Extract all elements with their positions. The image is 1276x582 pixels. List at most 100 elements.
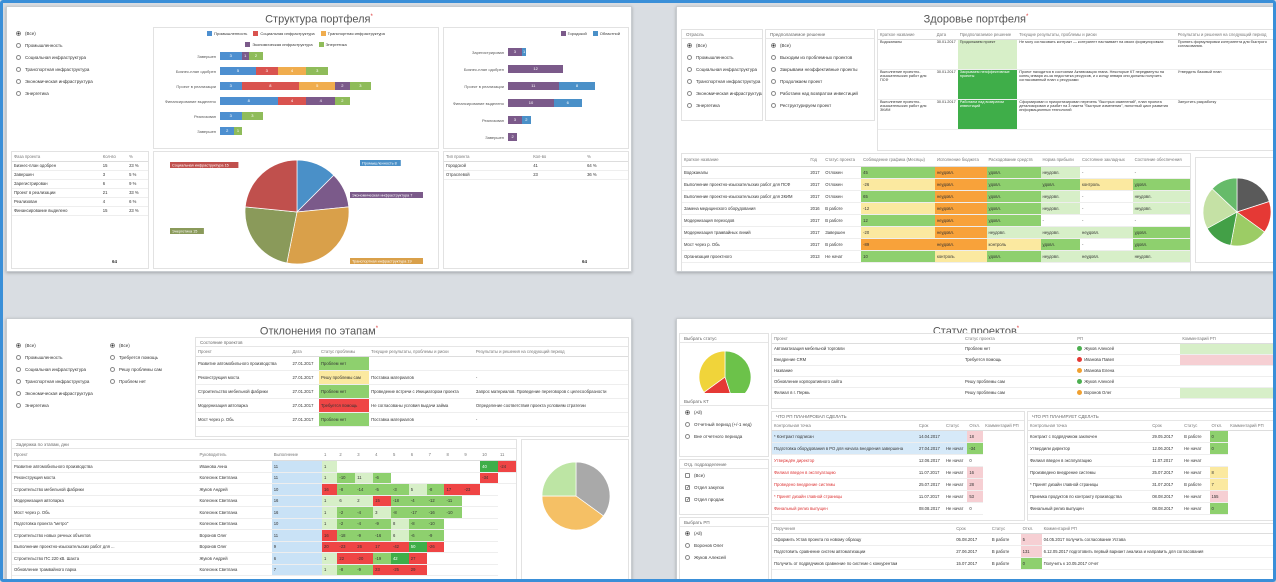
bar-segment[interactable]: 10 xyxy=(508,99,554,107)
radio-icon[interactable] xyxy=(685,554,690,560)
table-row[interactable]: Филиал введен в эксплуатацию 11.07.2017 Не… xyxy=(772,466,1024,479)
pie-slice[interactable] xyxy=(1202,188,1238,229)
filter-option[interactable]: ✓ Отдел закупок xyxy=(680,481,768,493)
table-row[interactable]: Модернизация переходов 2017 В работе 12 неуд… xyxy=(682,214,1190,227)
radio-icon[interactable] xyxy=(16,30,21,36)
filter-option[interactable]: Выходим из проблемных проектов xyxy=(766,51,874,63)
table-row[interactable]: Филиал введен в эксплуатацию 11.07.2017 Не… xyxy=(1028,454,1275,467)
table-row[interactable]: Проект в реализации 21 33 % xyxy=(12,188,148,198)
radio-icon[interactable] xyxy=(687,54,692,60)
filter-option[interactable]: Экономическая инфраструктура xyxy=(11,387,103,399)
table-row[interactable]: Утвердили директор 12.06.2017 Не начат 0 xyxy=(1028,442,1275,455)
radio-icon[interactable] xyxy=(16,366,21,372)
filter-option[interactable]: Вне отчетного периода xyxy=(680,430,768,442)
table-row[interactable]: Выполнение проектно-изыскательских работ… xyxy=(12,541,516,553)
radio-icon[interactable] xyxy=(16,378,21,384)
radio-icon[interactable] xyxy=(16,354,21,360)
checkbox-icon[interactable] xyxy=(685,472,690,478)
table-row[interactable]: Мост через р. Обь 2017 В работе -89 неудовл.… xyxy=(682,238,1190,251)
table-row[interactable]: Реконструкция моста Колесник Светлана 11 1-… xyxy=(12,472,516,484)
table-row[interactable]: Произведено внедрение системы 25.07.2017 Н… xyxy=(1028,466,1275,479)
table-row[interactable]: Подготовка оборудования в РО для начала … xyxy=(772,442,1024,455)
table-row[interactable]: Городской 41 64 % xyxy=(444,161,628,171)
radio-icon[interactable] xyxy=(685,530,690,536)
filter-option[interactable]: Транспортная инфраструктура xyxy=(682,75,762,87)
radio-icon[interactable] xyxy=(771,102,776,108)
filter-option[interactable]: Промышленность xyxy=(11,39,149,51)
bar-segment[interactable]: 4 xyxy=(277,67,307,75)
filter-option[interactable]: Воронов Олег xyxy=(680,539,768,551)
table-row[interactable]: Выполнение проектно-изыскательских работ… xyxy=(878,99,1275,130)
bar-segment[interactable]: 2 xyxy=(248,52,264,60)
checkbox-icon[interactable]: ✓ xyxy=(685,484,691,491)
filter-option[interactable]: Энергетика xyxy=(11,399,103,411)
filter-option[interactable]: (Все) xyxy=(11,27,149,39)
table-row[interactable]: Проведено внедрение системы 25.07.2017 Не … xyxy=(772,478,1024,491)
table-row[interactable]: Отраслевой 23 36 % xyxy=(444,170,628,180)
filter-option[interactable]: (Все) xyxy=(11,339,103,351)
table-row[interactable]: Утверждён директор 12.06.2017 Не начат 0 xyxy=(772,454,1024,467)
table-row[interactable]: Выполнение проектно-изыскательских работ… xyxy=(682,190,1190,203)
bar-segment[interactable]: 8 xyxy=(220,97,278,105)
pie-slice[interactable] xyxy=(541,495,604,531)
table-row[interactable]: Развитие автомобильного производства 27.0… xyxy=(196,356,628,371)
bar-segment[interactable]: 3 xyxy=(349,82,372,90)
filter-option[interactable]: Решу проблемы сам xyxy=(105,363,193,375)
bar-segment[interactable]: 3 xyxy=(220,52,242,60)
radio-icon[interactable] xyxy=(687,66,692,72)
filter-option[interactable]: Экономическая инфраструктура xyxy=(11,75,149,87)
table-row[interactable]: Оформить Устав проекта по новому образцу… xyxy=(772,533,1275,546)
bar-segment[interactable]: 12 xyxy=(508,65,564,73)
radio-icon[interactable] xyxy=(771,42,776,48)
filter-option[interactable]: Энергетика xyxy=(682,99,762,111)
bar-segment[interactable]: 2 xyxy=(335,82,350,90)
radio-icon[interactable] xyxy=(110,378,115,384)
radio-icon[interactable] xyxy=(771,54,776,60)
radio-icon[interactable] xyxy=(16,342,21,348)
radio-icon[interactable] xyxy=(16,78,21,84)
filter-option[interactable]: Жуков Алексей xyxy=(680,551,768,563)
table-row[interactable]: Строительство мебельной фабрики 27.01.201… xyxy=(196,384,628,399)
filter-option[interactable]: Работаем над возвратом инвестиций xyxy=(766,87,874,99)
table-row[interactable]: Реализован 4 6 % xyxy=(12,197,148,207)
table-row[interactable]: * Принят дизайн главной страницы 11.07.20… xyxy=(772,490,1024,503)
bar-segment[interactable]: 2 xyxy=(220,127,235,135)
pie-slice[interactable] xyxy=(698,350,726,393)
filter-option[interactable]: (Все) xyxy=(766,39,874,51)
table-row[interactable]: Получить от подрядчиков сравнение по сис… xyxy=(772,557,1275,570)
table-row[interactable]: Завершен 3 5 % xyxy=(12,170,148,180)
table-row[interactable]: Обновление трамвайного парка Колесник Све… xyxy=(12,564,516,576)
radio-icon[interactable] xyxy=(16,90,21,96)
checkbox-icon[interactable]: ✓ xyxy=(685,496,691,503)
radio-icon[interactable] xyxy=(16,54,21,60)
bar-segment[interactable]: 8 xyxy=(241,82,300,90)
filter-option[interactable]: ✓ Отдел продаж xyxy=(680,493,768,505)
table-row[interactable]: Финансирование выделено 15 23 % xyxy=(12,206,148,216)
filter-option[interactable]: Социальная инфраструктура xyxy=(11,363,103,375)
bar-segment[interactable]: 2 xyxy=(335,97,350,105)
filter-option[interactable]: (Все) xyxy=(105,339,193,351)
bar-segment[interactable]: 11 xyxy=(508,82,559,90)
pie-slice[interactable] xyxy=(244,206,298,264)
table-row[interactable]: * Принят дизайн главной страницы 31.07.20… xyxy=(1028,478,1275,491)
filter-option[interactable]: Социальная инфраструктура xyxy=(682,63,762,75)
table-row[interactable]: Водоканалы 2017 Отложен 45 неудовл. удовл. неу… xyxy=(682,166,1190,179)
table-row[interactable]: Развитие автомобильного производства Иван… xyxy=(12,460,516,473)
filter-option[interactable]: (All) xyxy=(680,527,768,539)
bar-segment[interactable]: 1 xyxy=(234,127,242,135)
radio-icon[interactable] xyxy=(687,102,692,108)
bar-segment[interactable]: 3 xyxy=(256,67,278,75)
table-row[interactable]: Название Иванова Елена xyxy=(772,365,1275,377)
filter-option[interactable]: (All) xyxy=(680,406,768,418)
table-row[interactable]: Реконструкция моста 27.01.2017 Решу пробле… xyxy=(196,370,628,385)
radio-icon[interactable] xyxy=(687,90,692,96)
table-row[interactable]: * Контракт подписан 14.04.2017 18 xyxy=(772,430,1024,443)
bar-segment[interactable]: 5 xyxy=(220,67,256,75)
radio-icon[interactable] xyxy=(771,78,776,84)
radio-icon[interactable] xyxy=(771,66,776,72)
table-row[interactable]: Мост через р. Обь Колесник Светлана 16 1 -2-… xyxy=(12,506,516,519)
radio-icon[interactable] xyxy=(685,421,690,427)
table-row[interactable]: Филиал в г. Пермь Решу проблемы сам Вороно… xyxy=(772,387,1275,399)
bar-segment[interactable]: 2 xyxy=(508,133,518,141)
radio-icon[interactable] xyxy=(687,42,692,48)
